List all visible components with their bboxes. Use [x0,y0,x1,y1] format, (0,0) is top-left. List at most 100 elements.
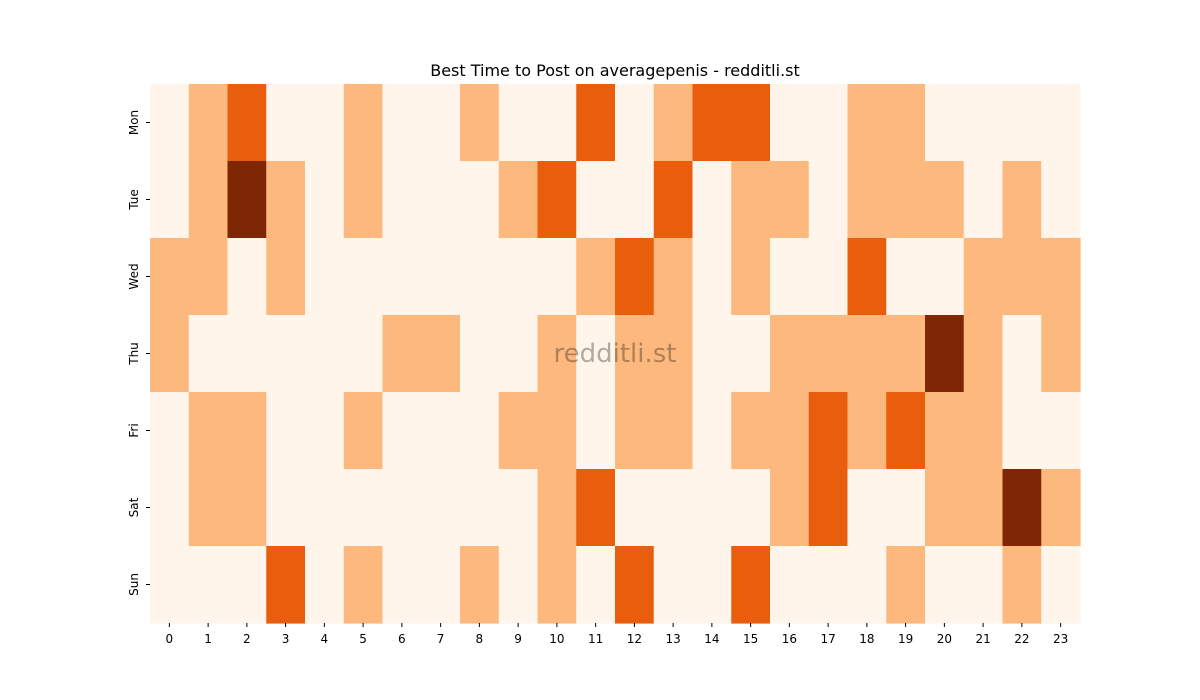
heatmap-cell-sat-20 [925,469,965,547]
x-axis: 0 1 2 3 4 5 6 7 8 9 10 11 12 13 14 15 16 17 18 19 20 21 22 23 [166,623,1068,646]
heatmap-cell-sat-9 [498,469,539,547]
heatmap-cell-tue-8 [460,161,500,239]
heatmap-cell-sat-14 [692,469,732,547]
x-tick-label: 1 [204,632,212,646]
x-tick-label: 11 [588,632,603,646]
heatmap-cell-sat-12 [615,469,655,547]
x-tick-label: 18 [859,632,874,646]
heatmap-cell-mon-21 [963,84,1004,162]
y-axis: Mon Tue Wed Thu Fri Sat Sun [127,110,150,596]
heatmap-cell-sun-1 [188,546,229,624]
heatmap-cell-wed-1 [188,238,229,316]
heatmap-cell-mon-8 [460,84,500,162]
y-tick-label: Mon [127,110,141,135]
heatmap-cell-sun-9 [498,546,539,624]
x-tick-label: 10 [549,632,564,646]
heatmap-cell-wed-14 [692,238,732,316]
heatmap-cell-sat-11 [576,469,616,547]
heatmap-cell-mon-2 [227,84,267,162]
heatmap-cell-sun-5 [343,546,384,624]
heatmap-cell-tue-16 [770,161,810,239]
heatmap-cell-tue-11 [576,161,616,239]
x-tick-label: 15 [743,632,758,646]
heatmap-cell-fri-3 [266,392,306,470]
heatmap-cell-mon-7 [421,84,461,162]
heatmap-cell-fri-8 [460,392,500,470]
heatmap-cell-wed-8 [460,238,500,316]
x-tick-label: 14 [704,632,719,646]
heatmap-cell-fri-10 [537,392,577,470]
x-tick-label: 23 [1053,632,1068,646]
heatmap-cell-mon-9 [498,84,539,162]
heatmap-cell-fri-23 [1041,392,1081,470]
heatmap-cell-thu-19 [886,315,926,393]
heatmap-cell-mon-16 [770,84,810,162]
heatmap-cell-tue-14 [692,161,732,239]
heatmap-cell-sun-23 [1041,546,1081,624]
heatmap-cell-thu-13 [653,315,694,393]
heatmap-cell-mon-20 [925,84,965,162]
heatmap-cell-wed-0 [150,238,190,316]
x-tick-label: 8 [476,632,484,646]
heatmap-cell-thu-6 [382,315,422,393]
heatmap-cell-mon-0 [150,84,190,162]
heatmap-cell-mon-23 [1041,84,1081,162]
x-tick-label: 7 [437,632,445,646]
heatmap-cell-sat-13 [653,469,694,547]
x-tick-label: 12 [627,632,642,646]
heatmap-cell-mon-15 [731,84,771,162]
heatmap-cell-fri-1 [188,392,229,470]
heatmap-cell-sat-23 [1041,469,1081,547]
heatmap-cell-wed-23 [1041,238,1081,316]
heatmap-cell-tue-22 [1002,161,1042,239]
heatmap-cell-tue-23 [1041,161,1081,239]
x-tick-label: 4 [321,632,329,646]
heatmap-cell-fri-20 [925,392,965,470]
heatmap-cell-sat-17 [808,469,849,547]
heatmap-cell-mon-6 [382,84,422,162]
heatmap-cell-thu-7 [421,315,461,393]
x-tick-label: 17 [820,632,835,646]
heatmap-cell-sun-19 [886,546,926,624]
heatmap-cell-tue-5 [343,161,384,239]
heatmap-cell-thu-17 [808,315,849,393]
x-tick-label: 16 [782,632,797,646]
heatmap-cell-mon-11 [576,84,616,162]
heatmap-cell-fri-2 [227,392,267,470]
heatmap-cell-mon-1 [188,84,229,162]
heatmap-cell-wed-22 [1002,238,1042,316]
heatmap-cell-tue-4 [305,161,345,239]
heatmap-cell-fri-4 [305,392,345,470]
heatmap-cell-tue-12 [615,161,655,239]
heatmap-cell-fri-18 [847,392,887,470]
heatmap-cell-sun-22 [1002,546,1042,624]
heatmap-cell-sun-3 [266,546,306,624]
heatmap-cell-wed-19 [886,238,926,316]
heatmap-cell-sun-4 [305,546,345,624]
heatmap-cells [150,84,1081,624]
heatmap-cell-sat-19 [886,469,926,547]
heatmap-cell-sat-5 [343,469,384,547]
heatmap-cell-tue-19 [886,161,926,239]
x-tick-label: 20 [937,632,952,646]
heatmap-cell-thu-2 [227,315,267,393]
heatmap-cell-thu-5 [343,315,384,393]
heatmap-cell-sun-2 [227,546,267,624]
heatmap-cell-sun-10 [537,546,577,624]
heatmap-cell-mon-5 [343,84,384,162]
heatmap-cell-fri-13 [653,392,694,470]
heatmap-cell-thu-14 [692,315,732,393]
heatmap-cell-mon-22 [1002,84,1042,162]
heatmap-cell-thu-0 [150,315,190,393]
heatmap-cell-sat-6 [382,469,422,547]
heatmap-cell-wed-7 [421,238,461,316]
heatmap-cell-fri-5 [343,392,384,470]
heatmap-cell-sun-16 [770,546,810,624]
heatmap-cell-thu-9 [498,315,539,393]
heatmap-cell-mon-3 [266,84,306,162]
heatmap-cell-thu-20 [925,315,965,393]
heatmap-cell-sun-20 [925,546,965,624]
heatmap-cell-sat-22 [1002,469,1042,547]
heatmap-cell-wed-2 [227,238,267,316]
heatmap-cell-wed-6 [382,238,422,316]
